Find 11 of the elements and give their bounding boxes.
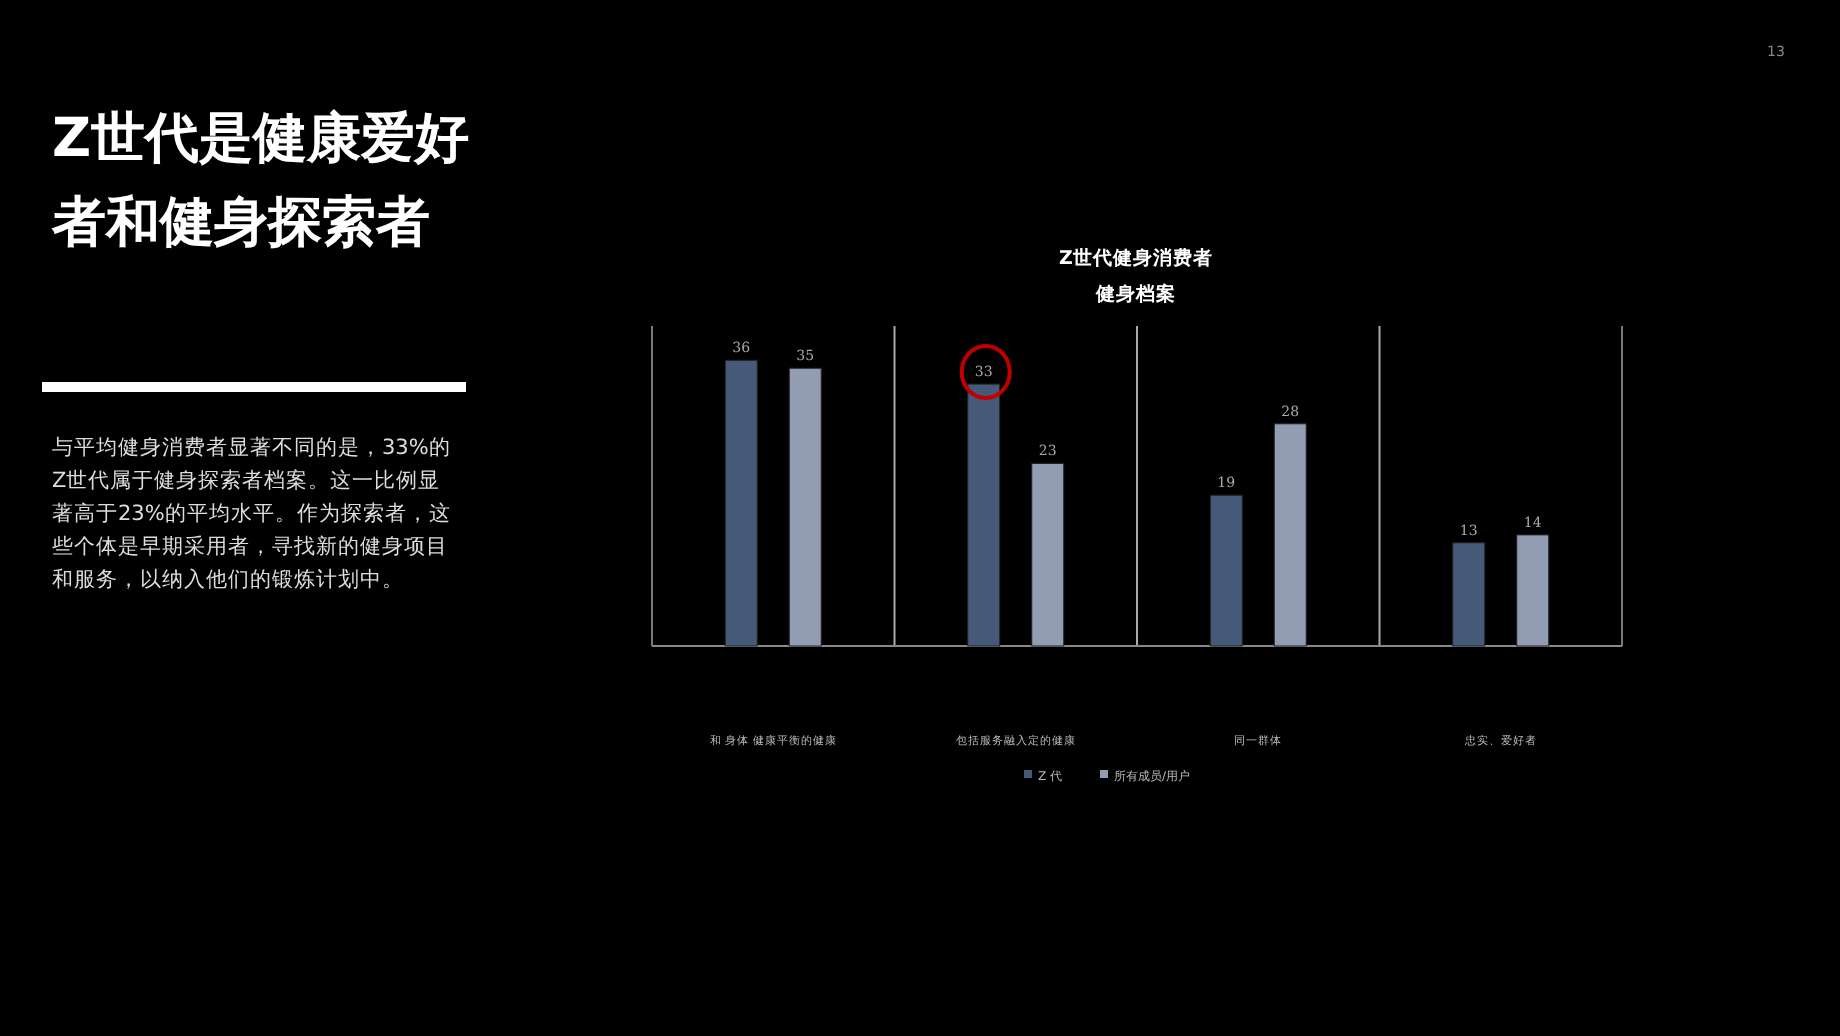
bar: [967, 383, 1001, 647]
text: 与平均健身消费者显著不同的是，33%的Z世代属于健身探索者档案。这一比例显著高于23%的平均水平。作为探索者，这些个体是早期采用者，寻找新的健身项目和服务，以纳入他们的锻炼计划中。: [52, 434, 451, 592]
bar: [788, 367, 822, 647]
bar: [1273, 423, 1307, 647]
bar: [724, 359, 758, 647]
chart-title: Z世代健身消费者健身档案: [1059, 246, 1213, 306]
bar: [1209, 494, 1243, 647]
text: Z世代是健康爱好者和健身探索者: [50, 108, 470, 254]
bar: [1031, 462, 1065, 647]
bar: [1452, 542, 1486, 647]
bar: [1516, 534, 1550, 647]
